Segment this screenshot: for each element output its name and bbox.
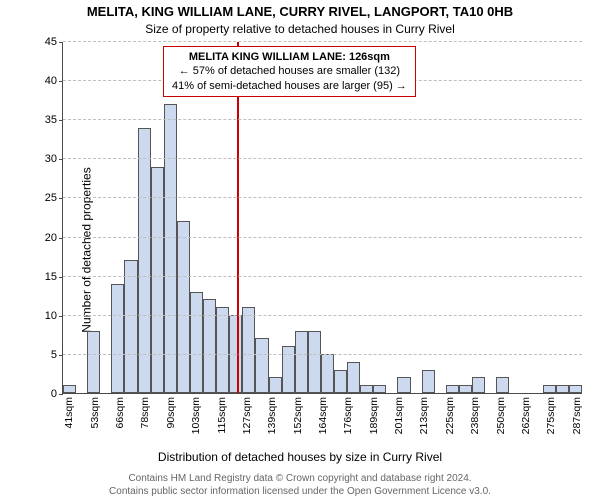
histogram-bar — [111, 284, 124, 393]
x-tick-label: 41sqm — [63, 393, 75, 429]
histogram-bar — [422, 370, 435, 393]
histogram-bar — [446, 385, 459, 393]
histogram-bar — [242, 307, 255, 393]
x-tick-label: 53sqm — [89, 393, 101, 429]
histogram-bar — [164, 104, 177, 393]
x-tick-label: 201sqm — [393, 393, 405, 434]
gridline — [63, 197, 582, 198]
plot-area: MELITA KING WILLIAM LANE: 126sqm ← 57% o… — [62, 42, 582, 394]
histogram-bar — [556, 385, 569, 393]
histogram-bar — [203, 299, 216, 393]
x-tick-label: 103sqm — [190, 393, 202, 434]
histogram-bar — [347, 362, 360, 393]
x-tick-label: 66sqm — [114, 393, 126, 429]
annotation-line-smaller: ← 57% of detached houses are smaller (13… — [172, 64, 407, 78]
histogram-bar — [177, 221, 190, 393]
y-tick-label: 25 — [45, 192, 63, 204]
x-tick-label: 213sqm — [418, 393, 430, 434]
y-tick-label: 10 — [45, 310, 63, 322]
histogram-bar — [295, 331, 308, 393]
x-tick-label: 225sqm — [444, 393, 456, 434]
histogram-bar — [543, 385, 556, 393]
y-tick-label: 30 — [45, 153, 63, 165]
histogram-bar — [269, 377, 282, 393]
histogram-bar — [255, 338, 268, 393]
histogram-bar — [151, 167, 164, 393]
gridline — [63, 158, 582, 159]
histogram-bar — [190, 292, 203, 393]
histogram-bar — [397, 377, 410, 393]
x-tick-label: 250sqm — [495, 393, 507, 434]
x-tick-label: 78sqm — [139, 393, 151, 429]
histogram-bar — [569, 385, 582, 393]
histogram-bar — [334, 370, 347, 393]
histogram-bar — [472, 377, 485, 393]
histogram-bar — [373, 385, 386, 393]
x-tick-label: 127sqm — [241, 393, 253, 434]
histogram-bar — [63, 385, 76, 393]
gridline — [63, 41, 582, 42]
footer-attribution: Contains HM Land Registry data © Crown c… — [0, 473, 600, 498]
histogram-bar — [87, 331, 100, 393]
x-axis-label: Distribution of detached houses by size … — [0, 450, 600, 464]
x-tick-label: 238sqm — [469, 393, 481, 434]
histogram-bar — [308, 331, 321, 393]
gridline — [63, 237, 582, 238]
histogram-bar — [360, 385, 373, 393]
histogram-bar — [321, 354, 334, 393]
x-tick-label: 152sqm — [292, 393, 304, 434]
x-tick-label: 90sqm — [165, 393, 177, 429]
x-tick-label: 176sqm — [342, 393, 354, 434]
chart-title: MELITA, KING WILLIAM LANE, CURRY RIVEL, … — [0, 4, 600, 19]
footer-line-2: Contains public sector information licen… — [0, 486, 600, 499]
gridline — [63, 276, 582, 277]
x-tick-label: 275sqm — [545, 393, 557, 434]
histogram-bar — [216, 307, 229, 393]
y-tick-label: 20 — [45, 232, 63, 244]
y-tick-label: 40 — [45, 75, 63, 87]
y-tick-label: 15 — [45, 271, 63, 283]
y-tick-label: 0 — [51, 388, 63, 400]
y-tick-label: 5 — [51, 349, 63, 361]
y-tick-label: 45 — [45, 36, 63, 48]
histogram-bar — [124, 260, 137, 393]
x-tick-label: 164sqm — [317, 393, 329, 434]
x-tick-label: 115sqm — [216, 393, 228, 434]
x-tick-label: 189sqm — [368, 393, 380, 434]
gridline — [63, 354, 582, 355]
annotation-title: MELITA KING WILLIAM LANE: 126sqm — [172, 50, 407, 64]
histogram-bar — [496, 377, 509, 393]
footer-line-1: Contains HM Land Registry data © Crown c… — [0, 473, 600, 486]
x-tick-label: 262sqm — [520, 393, 532, 434]
y-tick-label: 35 — [45, 114, 63, 126]
property-annotation-box: MELITA KING WILLIAM LANE: 126sqm ← 57% o… — [163, 46, 416, 97]
x-tick-label: 287sqm — [571, 393, 583, 434]
annotation-line-larger: 41% of semi-detached houses are larger (… — [172, 79, 407, 93]
chart-subtitle: Size of property relative to detached ho… — [0, 22, 600, 36]
histogram-bar — [459, 385, 472, 393]
x-tick-label: 139sqm — [266, 393, 278, 434]
gridline — [63, 315, 582, 316]
gridline — [63, 119, 582, 120]
